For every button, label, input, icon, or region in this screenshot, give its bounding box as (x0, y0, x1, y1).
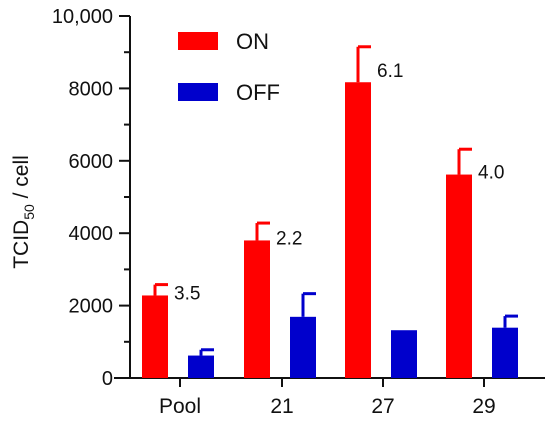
ratio-label: 2.2 (276, 228, 302, 249)
labels: Pool 3.5 21 2.2 27 6.1 29 4.0 (159, 61, 504, 418)
legend-swatch-off (178, 83, 218, 101)
ratio-label: 6.1 (377, 61, 403, 82)
y-axis-label-rest: / cell (10, 155, 33, 204)
y-tick-label: 6000 (69, 151, 114, 173)
ratio-label: 4.0 (478, 163, 504, 184)
ratio-label: 3.5 (174, 283, 200, 304)
x-tick-label: 29 (472, 395, 495, 418)
bar-off (188, 355, 214, 378)
axes: 0 2000 4000 6000 8000 10,000 (52, 6, 545, 390)
y-axis-label: TCID50 / cell (10, 155, 37, 269)
bar-off (391, 330, 417, 378)
x-tick-label: Pool (159, 395, 201, 418)
bar-off (290, 316, 316, 378)
x-tick-label: 21 (270, 395, 293, 418)
y-axis-label-subscript: 50 (21, 204, 37, 220)
y-tick-label: 0 (102, 368, 113, 390)
bar-on (244, 240, 270, 378)
bar-on (142, 295, 168, 378)
y-axis-label-main: TCID (10, 220, 33, 269)
y-tick-label: 4000 (69, 223, 114, 245)
bars (142, 45, 518, 378)
y-tick-label: 2000 (69, 296, 114, 318)
bar-on (345, 82, 371, 378)
legend-label-off: OFF (236, 80, 280, 105)
legend-swatch-on (178, 32, 218, 50)
legend-label-on: ON (236, 29, 269, 54)
y-tick-label: 10,000 (52, 6, 113, 28)
bar-off (492, 327, 518, 378)
bar-on (446, 174, 472, 378)
y-tick-label: 8000 (69, 78, 114, 100)
legend: ON OFF (178, 29, 280, 105)
x-tick-label: 27 (371, 395, 394, 418)
